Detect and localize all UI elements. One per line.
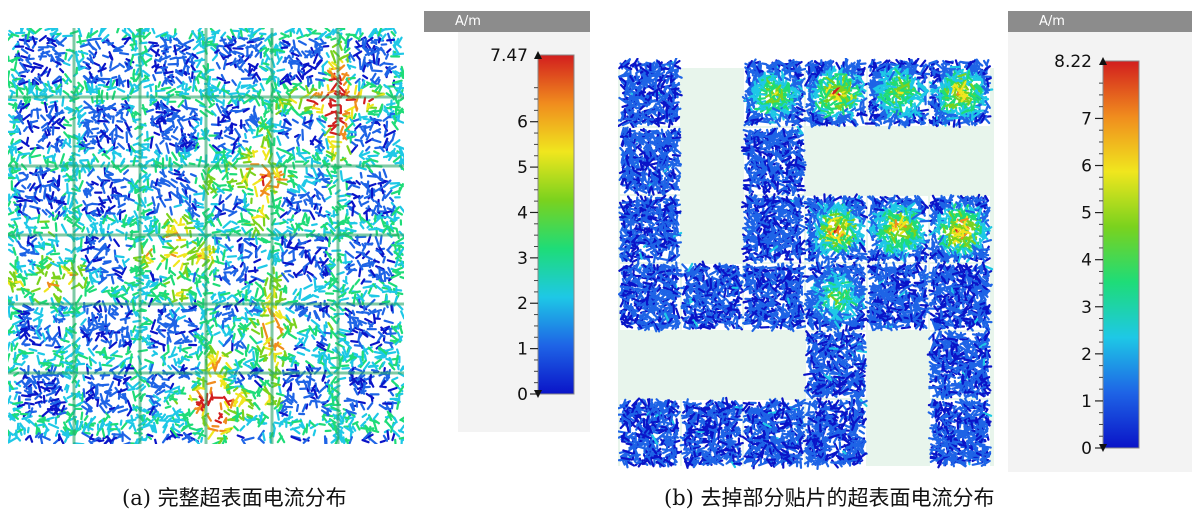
min-marker-icon (534, 390, 542, 398)
colorbar-tick-label: 6 (1081, 157, 1092, 177)
colorbar-tick-label: 0 (1081, 439, 1092, 459)
unit-label-a: A/m (424, 11, 590, 32)
surface-current-map-b (618, 58, 994, 470)
colorbar-tick-label: 6 (517, 113, 528, 133)
caption-a: (a) 完整超表面电流分布 (122, 486, 347, 510)
colorbar-gradient (537, 54, 575, 395)
colorbar-a: 7.47 6 5 4 3 2 1 0 (490, 46, 575, 405)
current-distribution-plot-a (8, 28, 404, 444)
colorbar-tick-label: 0 (517, 385, 528, 405)
surface-current-map-a (8, 28, 404, 444)
min-marker-icon (1099, 444, 1107, 452)
colorbar-gradient (1102, 60, 1140, 449)
colorbar-tick-label: 2 (1081, 345, 1092, 365)
colorbar-tick-label: 7 (1081, 109, 1092, 129)
max-marker-icon (1099, 57, 1107, 65)
colorbar-legend-b: A/m 8.22 7 6 5 4 3 2 1 0 (1008, 11, 1192, 472)
max-marker-icon (534, 51, 542, 59)
unit-label-b: A/m (1008, 11, 1192, 32)
colorbar-max-label: 8.22 (1054, 52, 1092, 72)
colorbar-tick-label: 1 (517, 340, 528, 360)
current-distribution-plot-b (618, 58, 994, 470)
colorbar-tick-label: 5 (1081, 204, 1092, 224)
colorbar-tick-label: 4 (517, 203, 528, 223)
colorbar-tick-label: 3 (517, 249, 528, 269)
colorbar-max-label: 7.47 (490, 46, 528, 66)
colorbar-tick-label: 4 (1081, 251, 1092, 271)
colorbar-tick-label: 3 (1081, 298, 1092, 318)
colorbar-tick-label: 5 (517, 158, 528, 178)
colorbar-legend-a: A/m 7.47 6 5 4 3 2 1 0 (424, 11, 590, 451)
colorbar-b: 8.22 7 6 5 4 3 2 1 0 (1054, 52, 1140, 459)
caption-b: (b) 去掉部分贴片的超表面电流分布 (664, 486, 995, 510)
colorbar-tick-label: 2 (517, 294, 528, 314)
colorbar-tick-label: 1 (1081, 392, 1092, 412)
